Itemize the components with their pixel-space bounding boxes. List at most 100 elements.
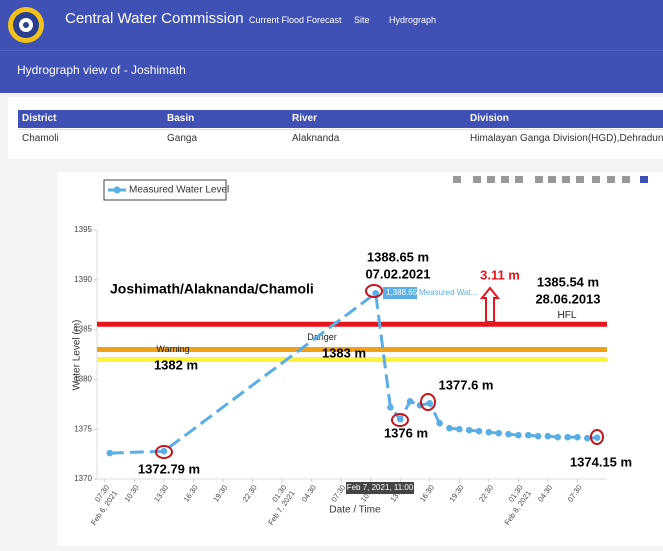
x-tick: 16:30 xyxy=(418,483,436,504)
x-tick: 22:30 xyxy=(241,483,259,504)
annotation: Joshimath/Alaknanda/Chamoli xyxy=(110,281,314,297)
highlight-circles xyxy=(155,284,604,459)
data-point xyxy=(574,433,581,441)
table-cell: Himalayan Ganga Division(HGD),Dehradun xyxy=(470,133,663,144)
table-cell: Alaknanda xyxy=(292,133,340,144)
nav-link[interactable]: Current Flood Forecast xyxy=(249,15,342,25)
data-point xyxy=(372,289,379,297)
chart: Measured Water Level Water Level (m) Dat… xyxy=(72,176,648,527)
annotation: 1374.15 m xyxy=(570,454,632,469)
table-cell: Ganga xyxy=(167,133,198,144)
sub-header: Hydrograph view of - Joshimath xyxy=(0,50,663,93)
annotation: 1388.65 m xyxy=(367,249,429,264)
x-tick: 16:30 xyxy=(182,483,200,504)
data-point xyxy=(456,425,463,433)
table-header xyxy=(18,110,663,128)
table-cell: Chamoli xyxy=(22,133,59,144)
page-title: Hydrograph view of - Joshimath xyxy=(17,63,186,77)
column-header: Division xyxy=(470,113,509,124)
row-rule xyxy=(18,129,663,130)
hover-box xyxy=(383,287,417,299)
annotation: 1377.6 m xyxy=(439,377,494,392)
info-table: District Basin River Division Chamoli Ga… xyxy=(8,97,663,159)
annotation: 1383 m xyxy=(322,345,366,360)
y-tick-label: 1375 xyxy=(74,424,92,433)
data-point xyxy=(446,424,453,432)
toolbar[interactable] xyxy=(453,176,648,183)
x-tick-label: 13:30 xyxy=(152,483,170,504)
annotation: 1372.79 m xyxy=(138,461,200,476)
x-tick-label: 04:30 xyxy=(536,483,554,504)
data-point xyxy=(534,432,542,440)
y-tick-label: 1395 xyxy=(74,225,92,234)
x-tick-label: 04:30 xyxy=(300,483,318,504)
data-point xyxy=(544,432,552,440)
x-tick: 19:30 xyxy=(447,483,465,504)
arrow xyxy=(479,286,501,323)
data-point xyxy=(106,449,114,457)
x-axis-title: Date / Time xyxy=(329,505,381,516)
data-point xyxy=(584,434,591,442)
y-tick-label: 1370 xyxy=(74,474,92,483)
x-hover-label: Feb 7, 2021, 11:00 xyxy=(347,483,414,492)
annotation: 28.06.2013 xyxy=(535,291,600,306)
threshold-label: HFL xyxy=(558,310,577,321)
chart-card: Measured Water Level Water Level (m) Dat… xyxy=(57,172,663,546)
site-title[interactable]: Central Water Commission xyxy=(65,10,244,27)
threshold-label: Danger xyxy=(307,332,337,342)
y-tick-label: 1390 xyxy=(74,275,92,284)
data-point xyxy=(495,429,502,437)
annotation: 07.02.2021 xyxy=(365,266,430,281)
nav-link[interactable]: Site xyxy=(354,15,370,25)
data-point xyxy=(515,431,522,439)
data-point xyxy=(485,428,493,436)
y-axis-title: Water Level (m) xyxy=(72,320,83,391)
x-tick-label: 19:30 xyxy=(447,483,465,504)
legend-label: Measured Water Level xyxy=(129,185,229,196)
data-point xyxy=(593,434,601,441)
x-tick-label: 22:30 xyxy=(241,483,259,504)
data-point xyxy=(387,403,394,411)
column-header: Basin xyxy=(167,113,195,124)
x-tick-label: 16:30 xyxy=(182,483,200,504)
annotation: 1376 m xyxy=(384,425,428,440)
hover-value: 1,388.65 xyxy=(386,288,418,297)
x-tick: 04:30 xyxy=(300,483,318,504)
x-tick-label: 07:30 xyxy=(329,483,347,504)
data-point xyxy=(475,427,483,435)
top-bar: Central Water Commission Current Flood F… xyxy=(0,0,663,50)
x-tick-label: 16:30 xyxy=(418,483,436,504)
threshold-label: Warning xyxy=(156,344,189,354)
x-tick-label: 22:30 xyxy=(477,483,495,504)
column-header: District xyxy=(22,113,57,124)
annotation: 3.11 m xyxy=(480,267,520,282)
data-point xyxy=(396,415,404,423)
y-tick-label: 1380 xyxy=(74,375,92,384)
x-tick: 04:30 xyxy=(536,483,554,504)
series-line xyxy=(109,290,598,455)
data-point xyxy=(505,430,512,438)
column-header: River xyxy=(292,113,318,124)
x-tick: 07:30 xyxy=(566,483,584,504)
data-point xyxy=(554,433,562,441)
x-tick: 19:30 xyxy=(211,483,229,504)
x-tick-label: 19:30 xyxy=(211,483,229,504)
legend-swatch xyxy=(113,186,121,194)
data-point xyxy=(465,426,473,434)
data-point xyxy=(406,398,414,405)
hover-name: Measured Wat... xyxy=(419,288,477,297)
logo[interactable] xyxy=(7,6,45,44)
annotation: 1382 m xyxy=(154,357,198,372)
x-tick: 07:30 xyxy=(329,483,347,504)
x-hover-box xyxy=(346,482,414,494)
y-tick-label: 1385 xyxy=(74,325,92,334)
data-point xyxy=(524,431,532,439)
x-tick: 13:30 xyxy=(152,483,170,504)
nav-link[interactable]: Hydrograph xyxy=(389,15,437,25)
x-tick: 22:30 xyxy=(477,483,495,504)
data-point xyxy=(426,400,434,407)
legend xyxy=(103,179,227,201)
